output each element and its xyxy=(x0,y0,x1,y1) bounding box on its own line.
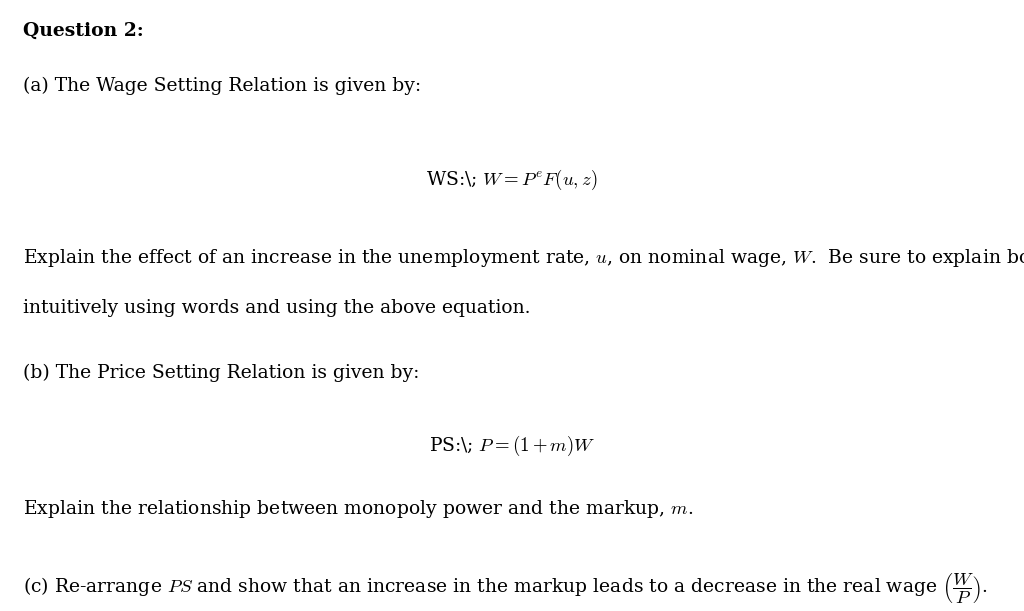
Text: (c) Re-arrange $PS$ and show that an increase in the markup leads to a decrease : (c) Re-arrange $PS$ and show that an inc… xyxy=(23,571,987,606)
Text: intuitively using words and using the above equation.: intuitively using words and using the ab… xyxy=(23,299,530,317)
Text: Explain the effect of an increase in the unemployment rate, $u$, on nominal wage: Explain the effect of an increase in the… xyxy=(23,247,1024,269)
Text: Explain the relationship between monopoly power and the markup, $m$.: Explain the relationship between monopol… xyxy=(23,498,693,520)
Text: (a) The Wage Setting Relation is given by:: (a) The Wage Setting Relation is given b… xyxy=(23,76,421,95)
Text: (b) The Price Setting Relation is given by:: (b) The Price Setting Relation is given … xyxy=(23,364,419,382)
Text: PS:\; $P = (1+m)W$: PS:\; $P = (1+m)W$ xyxy=(429,434,595,458)
Text: Question 2:: Question 2: xyxy=(23,21,143,39)
Text: WS:\; $W = P^{e}F(u, z)$: WS:\; $W = P^{e}F(u, z)$ xyxy=(426,168,598,192)
